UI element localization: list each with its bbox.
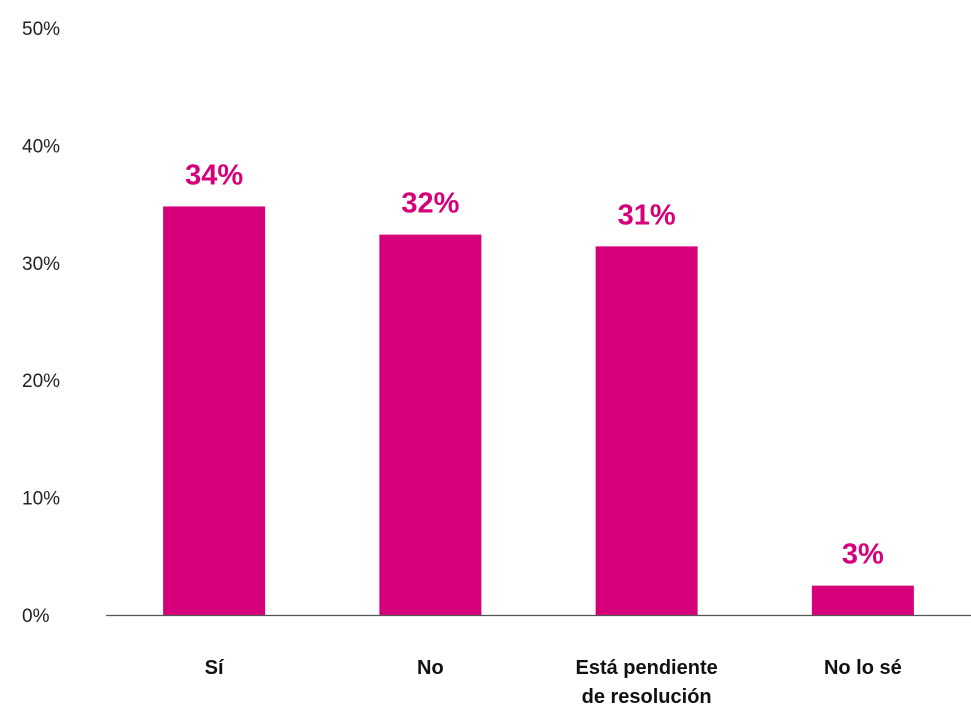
bars	[163, 206, 914, 615]
y-tick-label: 0%	[22, 606, 50, 627]
x-tick-label: No lo sé	[824, 657, 902, 679]
y-tick-label: 40%	[22, 136, 60, 157]
y-axis: 0% 10% 20% 30% 40% 50%	[22, 19, 60, 627]
bar-value-label: 34%	[185, 159, 243, 191]
bar-value-label: 31%	[618, 199, 676, 231]
bar-value-label: 3%	[842, 539, 884, 571]
y-tick-label: 50%	[22, 19, 60, 40]
bar	[595, 246, 698, 615]
x-tick-label: Está pendiente de resolución	[575, 657, 717, 708]
bar-value-label: 32%	[401, 188, 459, 220]
x-tick-label: Sí	[205, 657, 225, 679]
bar	[163, 206, 266, 615]
data-labels: 34% 32% 31% 3%	[185, 159, 884, 570]
x-axis: Sí No Está pendiente de resolución No lo sé	[205, 657, 902, 708]
bar	[379, 234, 482, 615]
y-tick-label: 20%	[22, 371, 60, 392]
y-tick-label: 30%	[22, 254, 60, 275]
x-tick-label: No	[417, 657, 444, 679]
y-tick-label: 10%	[22, 489, 60, 510]
bar	[811, 585, 914, 615]
